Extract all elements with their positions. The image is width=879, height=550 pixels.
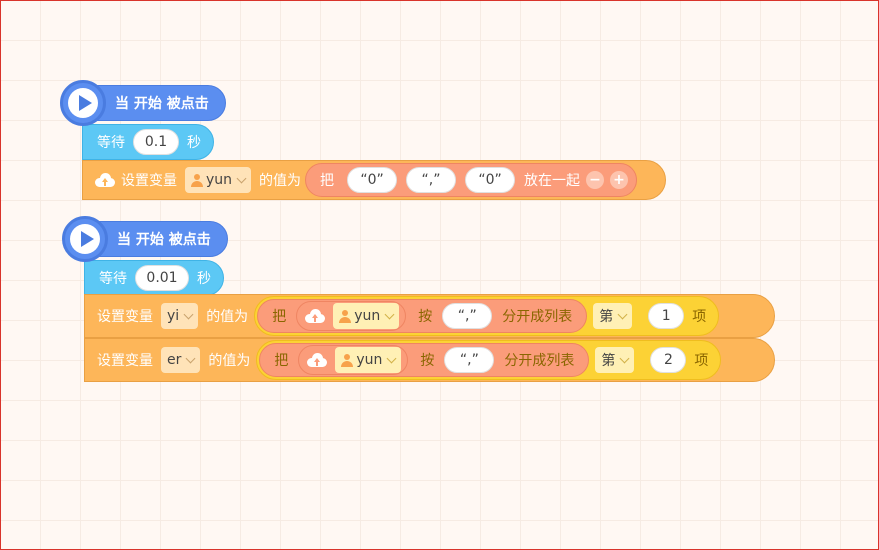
person-icon xyxy=(341,353,354,367)
cloud-upload-icon xyxy=(305,308,326,324)
variable-name: yun xyxy=(356,352,383,368)
add-item-button[interactable]: + xyxy=(610,171,629,189)
variable-dropdown[interactable]: er xyxy=(161,347,201,373)
cloud-upload-icon xyxy=(307,352,328,368)
split-action-label: 分开成列表 xyxy=(504,353,575,369)
split-prefix: 把 xyxy=(274,353,289,369)
set-variable-block[interactable]: 设置变量 yi 的值为 把 yun 按 “,” xyxy=(84,294,775,338)
set-variable-label: 设置变量 xyxy=(97,309,153,325)
split-by-label: 按 xyxy=(418,309,433,325)
play-icon xyxy=(60,80,106,126)
set-variable-label: 设置变量 xyxy=(97,353,153,369)
index-prefix-dropdown[interactable]: 第 xyxy=(593,303,633,329)
chevron-down-icon xyxy=(386,353,397,363)
split-prefix: 把 xyxy=(272,309,287,325)
index-input[interactable]: 1 xyxy=(648,303,685,329)
join-block[interactable]: 把 “0” “,” “0” 放在一起 − + xyxy=(305,163,638,197)
chevron-down-icon xyxy=(384,309,395,319)
variable-name: yun xyxy=(206,172,233,188)
chevron-down-icon xyxy=(617,309,628,319)
index-prefix: 第 xyxy=(601,353,616,369)
wait-unit: 秒 xyxy=(187,135,201,151)
set-variable-block[interactable]: 设置变量 yun 的值为 把 “0” “,” “0” 放在一起 − + xyxy=(82,160,666,200)
wait-seconds-input[interactable]: 0.01 xyxy=(135,265,189,291)
separator-input[interactable]: “,” xyxy=(442,303,493,329)
wait-label: 等待 xyxy=(97,135,125,151)
wait-unit: 秒 xyxy=(197,271,211,287)
variable-dropdown[interactable]: yun xyxy=(335,347,402,373)
index-suffix: 项 xyxy=(692,309,707,325)
cloud-upload-icon xyxy=(95,172,115,188)
play-icon xyxy=(62,216,108,262)
value-label: 的值为 xyxy=(206,309,249,325)
remove-item-button[interactable]: − xyxy=(586,171,605,189)
list-item-block[interactable]: 把 yun 按 “,” 分开成列表 第 xyxy=(254,296,720,336)
join-item-input[interactable]: “,” xyxy=(406,167,457,193)
when-start-clicked-block[interactable]: 当 开始 被点击 xyxy=(62,216,228,262)
variable-dropdown[interactable]: yun xyxy=(333,303,400,329)
wait-block[interactable]: 等待 0.01 秒 xyxy=(84,260,224,296)
value-label: 的值为 xyxy=(259,173,302,189)
chevron-down-icon xyxy=(236,173,247,183)
person-icon xyxy=(339,309,352,323)
when-start-clicked-block[interactable]: 当 开始 被点击 xyxy=(60,80,226,126)
variable-reporter[interactable]: yun xyxy=(298,345,409,375)
list-item-block[interactable]: 把 yun 按 “,” 分开成列表 第 xyxy=(256,340,722,380)
value-label: 的值为 xyxy=(208,353,251,369)
hat-label: 当 开始 被点击 xyxy=(86,85,226,121)
variable-reporter[interactable]: yun xyxy=(296,301,407,331)
join-item-input[interactable]: “0” xyxy=(465,167,516,193)
chevron-down-icon xyxy=(183,309,194,319)
variable-name: yi xyxy=(167,308,180,324)
split-block[interactable]: 把 yun 按 “,” 分开成列表 xyxy=(259,343,590,377)
variable-name: yun xyxy=(354,308,381,324)
split-block[interactable]: 把 yun 按 “,” 分开成列表 xyxy=(257,299,588,333)
set-variable-label: 设置变量 xyxy=(121,173,177,189)
wait-block[interactable]: 等待 0.1 秒 xyxy=(82,124,214,160)
wait-label: 等待 xyxy=(99,271,127,287)
wait-seconds-input[interactable]: 0.1 xyxy=(133,129,179,155)
variable-name: er xyxy=(167,352,182,368)
chevron-down-icon xyxy=(185,353,196,363)
join-suffix: 放在一起 xyxy=(524,173,581,189)
person-icon xyxy=(191,173,203,187)
join-prefix: 把 xyxy=(320,173,335,189)
separator-input[interactable]: “,” xyxy=(444,347,495,373)
index-prefix-dropdown[interactable]: 第 xyxy=(595,347,635,373)
hat-label: 当 开始 被点击 xyxy=(88,221,228,257)
split-action-label: 分开成列表 xyxy=(502,309,573,325)
variable-dropdown[interactable]: yun xyxy=(185,167,252,193)
join-item-input[interactable]: “0” xyxy=(347,167,398,193)
variable-dropdown[interactable]: yi xyxy=(161,303,199,329)
chevron-down-icon xyxy=(619,353,630,363)
index-suffix: 项 xyxy=(694,353,709,369)
index-prefix: 第 xyxy=(599,309,614,325)
set-variable-block[interactable]: 设置变量 er 的值为 把 yun 按 “,” xyxy=(84,338,775,382)
split-by-label: 按 xyxy=(420,353,435,369)
index-input[interactable]: 2 xyxy=(650,347,687,373)
